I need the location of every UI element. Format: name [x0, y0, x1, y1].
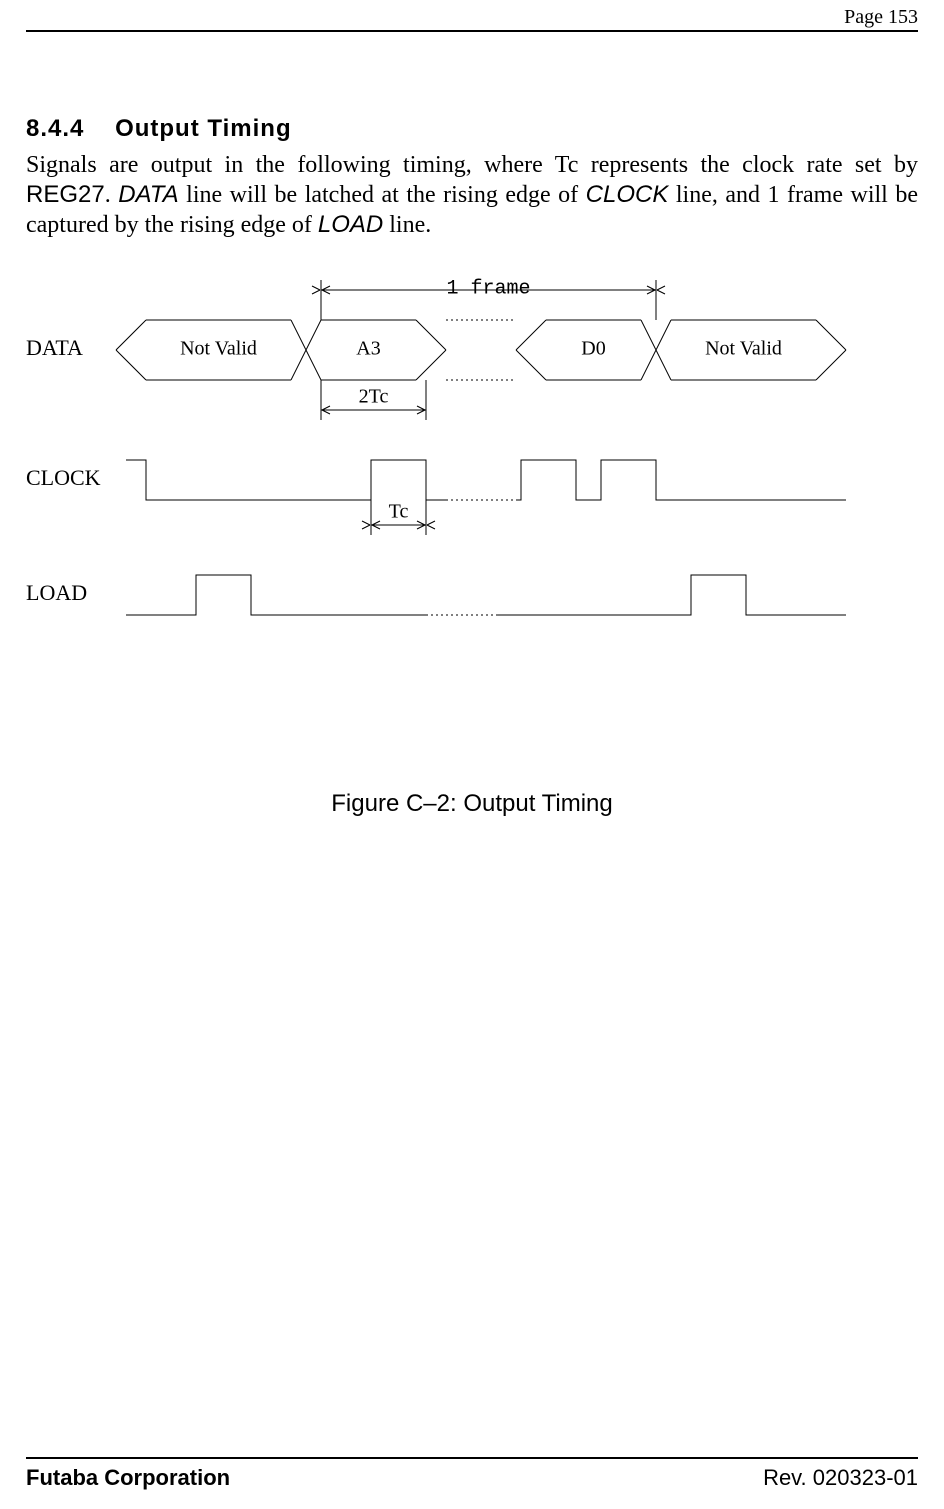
- svg-text:Not Valid: Not Valid: [180, 338, 257, 360]
- footer-revision: Rev. 020323-01: [763, 1465, 918, 1491]
- para-t2: .: [105, 182, 119, 208]
- para-t1: Signals are output in the following timi…: [26, 152, 918, 178]
- section-heading: 8.4.4 Output Timing: [26, 115, 292, 143]
- svg-text:D0: D0: [581, 338, 605, 360]
- footer-company: Futaba Corporation: [26, 1465, 230, 1491]
- signal-clock-ref: CLOCK: [586, 181, 669, 208]
- svg-text:A3: A3: [356, 338, 380, 360]
- svg-text:LOAD: LOAD: [26, 580, 87, 605]
- footer-rule: [26, 1457, 918, 1459]
- section-number: 8.4.4: [26, 115, 84, 142]
- page-number: Page 153: [844, 6, 918, 29]
- figure-caption: Figure C–2: Output Timing: [0, 790, 944, 818]
- section-title: Output Timing: [115, 115, 292, 142]
- para-t5: line.: [383, 212, 431, 238]
- svg-text:Not Valid: Not Valid: [705, 338, 782, 360]
- svg-text:2Tc: 2Tc: [359, 386, 389, 408]
- svg-text:DATA: DATA: [26, 335, 83, 360]
- header-rule: [26, 30, 918, 32]
- body-paragraph: Signals are output in the following timi…: [26, 150, 918, 240]
- signal-load-ref: LOAD: [318, 211, 383, 238]
- svg-text:1 frame: 1 frame: [446, 277, 530, 300]
- svg-text:Tc: Tc: [389, 501, 409, 523]
- reg27-ref: REG27: [26, 181, 105, 208]
- timing-diagram: DATA CLOCK LOAD 1 frame Not Valid A3 D0 Not Val…: [26, 275, 918, 675]
- signal-data-ref: DATA: [118, 181, 178, 208]
- svg-text:CLOCK: CLOCK: [26, 465, 101, 490]
- para-t3: line will be latched at the rising edge …: [179, 182, 586, 208]
